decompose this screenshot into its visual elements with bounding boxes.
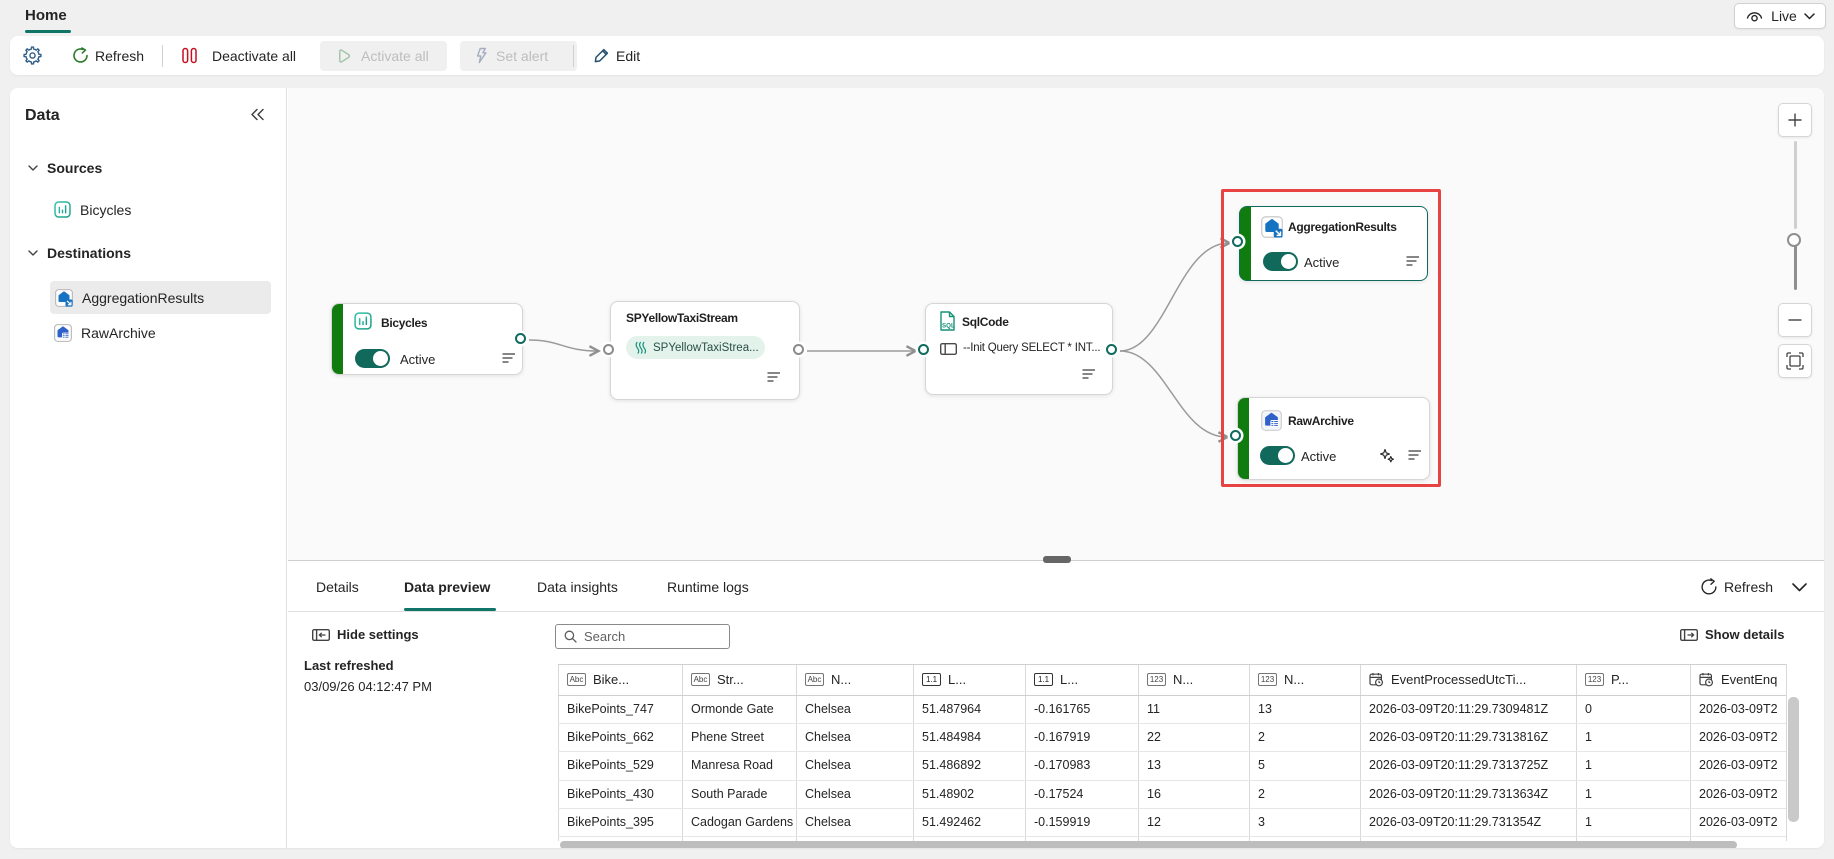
svg-text:SQL: SQL [942, 323, 955, 330]
